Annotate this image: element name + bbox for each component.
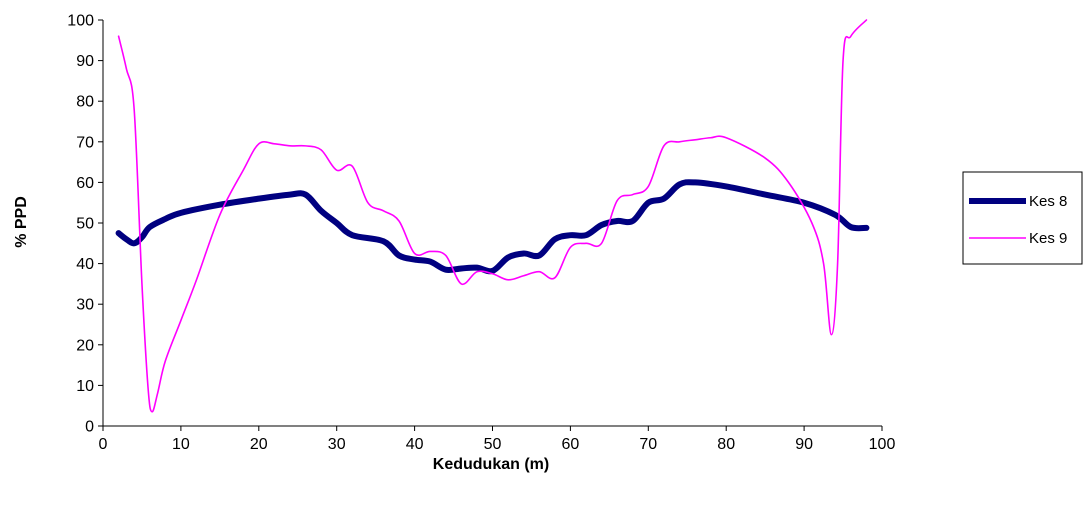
y-tick-label: 20 (76, 337, 94, 354)
y-tick-label: 60 (76, 175, 94, 192)
x-tick-label: 80 (717, 436, 735, 453)
series-layer (115, 19, 870, 413)
y-tick-label: 70 (76, 134, 94, 151)
x-tick-label: 60 (562, 436, 580, 453)
y-tick-label: 80 (76, 94, 94, 111)
x-tick-label: 20 (250, 436, 268, 453)
y-tick-label: 100 (67, 13, 94, 30)
series-line-kes-8 (115, 179, 870, 275)
x-tick-label: 10 (172, 436, 190, 453)
y-tick-label: 40 (76, 256, 94, 273)
legend-label: Kes 9 (1029, 230, 1067, 247)
axes: 0 10 20 30 40 50 60 70 80 90 100 0 10 20 30 40 50 60 70 80 9… (67, 13, 895, 454)
legend-label: Kes 8 (1029, 193, 1067, 210)
y-tick-label: 30 (76, 297, 94, 314)
x-tick-label: 0 (99, 436, 108, 453)
series-line-kes-9 (117, 19, 868, 413)
y-axis-title: % PPD (13, 196, 30, 248)
legend: Kes 8 Kes 9 (962, 171, 1083, 265)
x-tick-label: 50 (484, 436, 502, 453)
y-tick-label: 50 (76, 216, 94, 233)
y-tick-label: 0 (85, 419, 94, 436)
x-tick-label: 70 (639, 436, 657, 453)
legend-box (962, 171, 1083, 265)
x-tick-label: 100 (869, 436, 896, 453)
x-tick-label: 40 (406, 436, 424, 453)
x-tick-label: 90 (795, 436, 813, 453)
x-axis-title: Kedudukan (m) (433, 456, 549, 473)
x-tick-label: 30 (328, 436, 346, 453)
y-tick-label: 90 (76, 53, 94, 70)
y-tick-label: 10 (76, 378, 94, 395)
